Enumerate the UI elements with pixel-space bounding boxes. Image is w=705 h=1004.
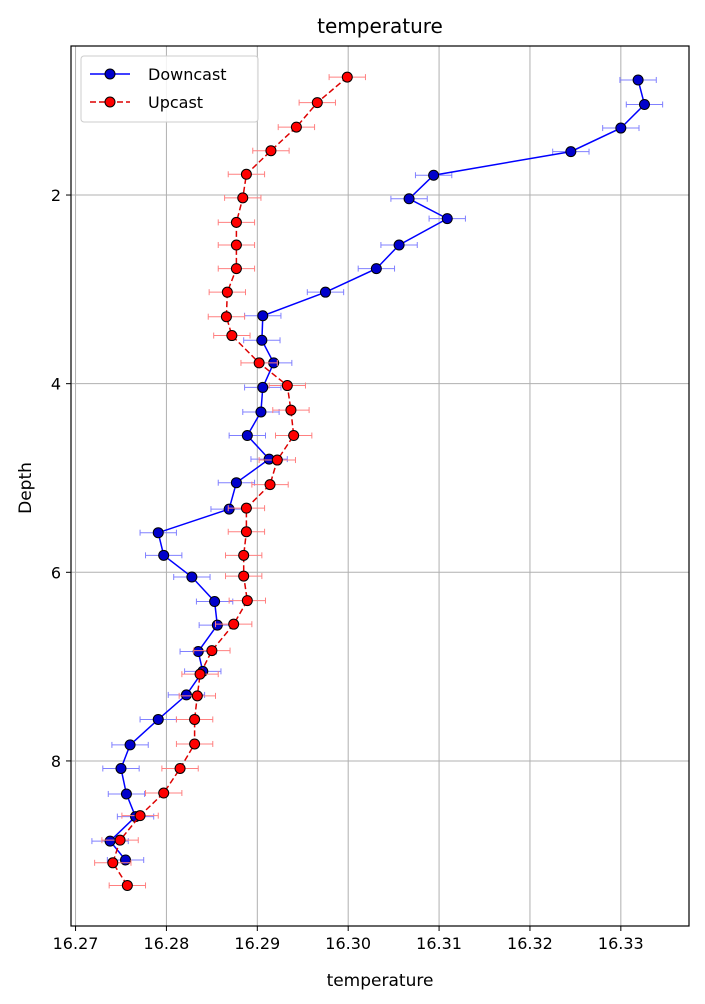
series-layer bbox=[91, 71, 664, 891]
upcast-point bbox=[191, 690, 203, 702]
downcast-point bbox=[638, 98, 650, 110]
downcast-point bbox=[241, 430, 253, 442]
upcast-point bbox=[311, 97, 323, 109]
grid bbox=[71, 46, 689, 926]
x-tick-label: 16.33 bbox=[598, 934, 644, 953]
downcast-point bbox=[257, 310, 269, 322]
x-tick-label: 16.32 bbox=[507, 934, 553, 953]
upcast-point bbox=[341, 71, 353, 83]
upcast-point bbox=[189, 713, 201, 725]
legend-upcast-label: Upcast bbox=[148, 93, 203, 112]
legend: Downcast Upcast bbox=[80, 55, 259, 123]
upcast-point bbox=[265, 145, 277, 157]
plot-frame bbox=[70, 45, 690, 927]
ticks: 16.27 16.28 16.29 16.30 16.31 16.32 16.33 2 4 6 8 bbox=[51, 186, 644, 953]
upcast-point bbox=[271, 454, 283, 466]
upcast-point bbox=[174, 762, 186, 774]
legend-upcast-marker bbox=[104, 96, 116, 108]
upcast-point bbox=[220, 311, 232, 323]
upcast-point bbox=[253, 357, 265, 369]
x-tick-label: 16.29 bbox=[234, 934, 280, 953]
upcast-point bbox=[230, 239, 242, 251]
downcast-point bbox=[319, 286, 331, 298]
downcast-point bbox=[124, 739, 136, 751]
upcast-point bbox=[221, 286, 233, 298]
downcast-point bbox=[428, 169, 440, 181]
upcast-point bbox=[206, 645, 218, 657]
downcast-point bbox=[223, 503, 235, 515]
upcast-point bbox=[264, 479, 276, 491]
upcast-point bbox=[290, 121, 302, 133]
y-tick-label: 4 bbox=[51, 375, 61, 394]
upcast-series bbox=[94, 71, 366, 891]
downcast-point bbox=[370, 263, 382, 275]
upcast-point bbox=[121, 879, 133, 891]
legend-downcast-marker bbox=[104, 68, 116, 80]
upcast-point bbox=[228, 618, 240, 630]
upcast-point bbox=[158, 787, 170, 799]
downcast-point bbox=[120, 854, 132, 866]
downcast-point bbox=[180, 689, 192, 701]
downcast-point bbox=[403, 193, 415, 205]
x-tick-label: 16.27 bbox=[53, 934, 99, 953]
x-tick-label: 16.28 bbox=[144, 934, 190, 953]
downcast-point bbox=[186, 571, 198, 583]
upcast-point bbox=[194, 668, 206, 680]
y-tick-label: 6 bbox=[51, 563, 61, 582]
upcast-point bbox=[230, 216, 242, 228]
downcast-line bbox=[109, 79, 646, 861]
legend-downcast-label: Downcast bbox=[148, 65, 227, 84]
downcast-point bbox=[632, 74, 644, 86]
downcast-point bbox=[565, 146, 577, 158]
y-tick-label: 2 bbox=[51, 186, 61, 205]
upcast-point bbox=[240, 168, 252, 180]
upcast-point bbox=[238, 570, 250, 582]
downcast-point bbox=[615, 122, 627, 134]
downcast-point bbox=[115, 762, 127, 774]
upcast-point bbox=[226, 330, 238, 342]
x-tick-label: 16.30 bbox=[325, 934, 371, 953]
downcast-point bbox=[211, 619, 223, 631]
downcast-point bbox=[152, 713, 164, 725]
upcast-point bbox=[241, 595, 253, 607]
downcast-point bbox=[255, 406, 267, 418]
downcast-point bbox=[256, 334, 268, 346]
chart-title: temperature bbox=[317, 14, 443, 38]
upcast-point bbox=[230, 263, 242, 275]
upcast-point bbox=[238, 549, 250, 561]
downcast-point bbox=[209, 596, 221, 608]
y-axis-label: Depth bbox=[16, 462, 36, 514]
upcast-point bbox=[237, 192, 249, 204]
upcast-point bbox=[189, 738, 201, 750]
upcast-point bbox=[240, 502, 252, 514]
downcast-point bbox=[104, 835, 116, 847]
downcast-point bbox=[152, 527, 164, 539]
downcast-point bbox=[393, 239, 405, 251]
downcast-point bbox=[257, 381, 269, 393]
x-axis-label: temperature bbox=[327, 971, 434, 991]
upcast-point bbox=[288, 430, 300, 442]
upcast-point bbox=[107, 857, 119, 869]
downcast-point bbox=[230, 477, 242, 489]
legend-box bbox=[80, 55, 259, 123]
upcast-point bbox=[134, 810, 146, 822]
downcast-point bbox=[120, 788, 132, 800]
y-tick-label: 8 bbox=[51, 752, 61, 771]
downcast-point bbox=[441, 213, 453, 225]
downcast-point bbox=[158, 549, 170, 561]
upcast-point bbox=[281, 380, 293, 392]
upcast-point bbox=[240, 526, 252, 538]
downcast-series bbox=[91, 74, 664, 866]
x-tick-label: 16.31 bbox=[416, 934, 462, 953]
downcast-point bbox=[192, 646, 204, 658]
upcast-line bbox=[111, 76, 348, 886]
upcast-point bbox=[114, 834, 126, 846]
upcast-point bbox=[285, 404, 297, 416]
